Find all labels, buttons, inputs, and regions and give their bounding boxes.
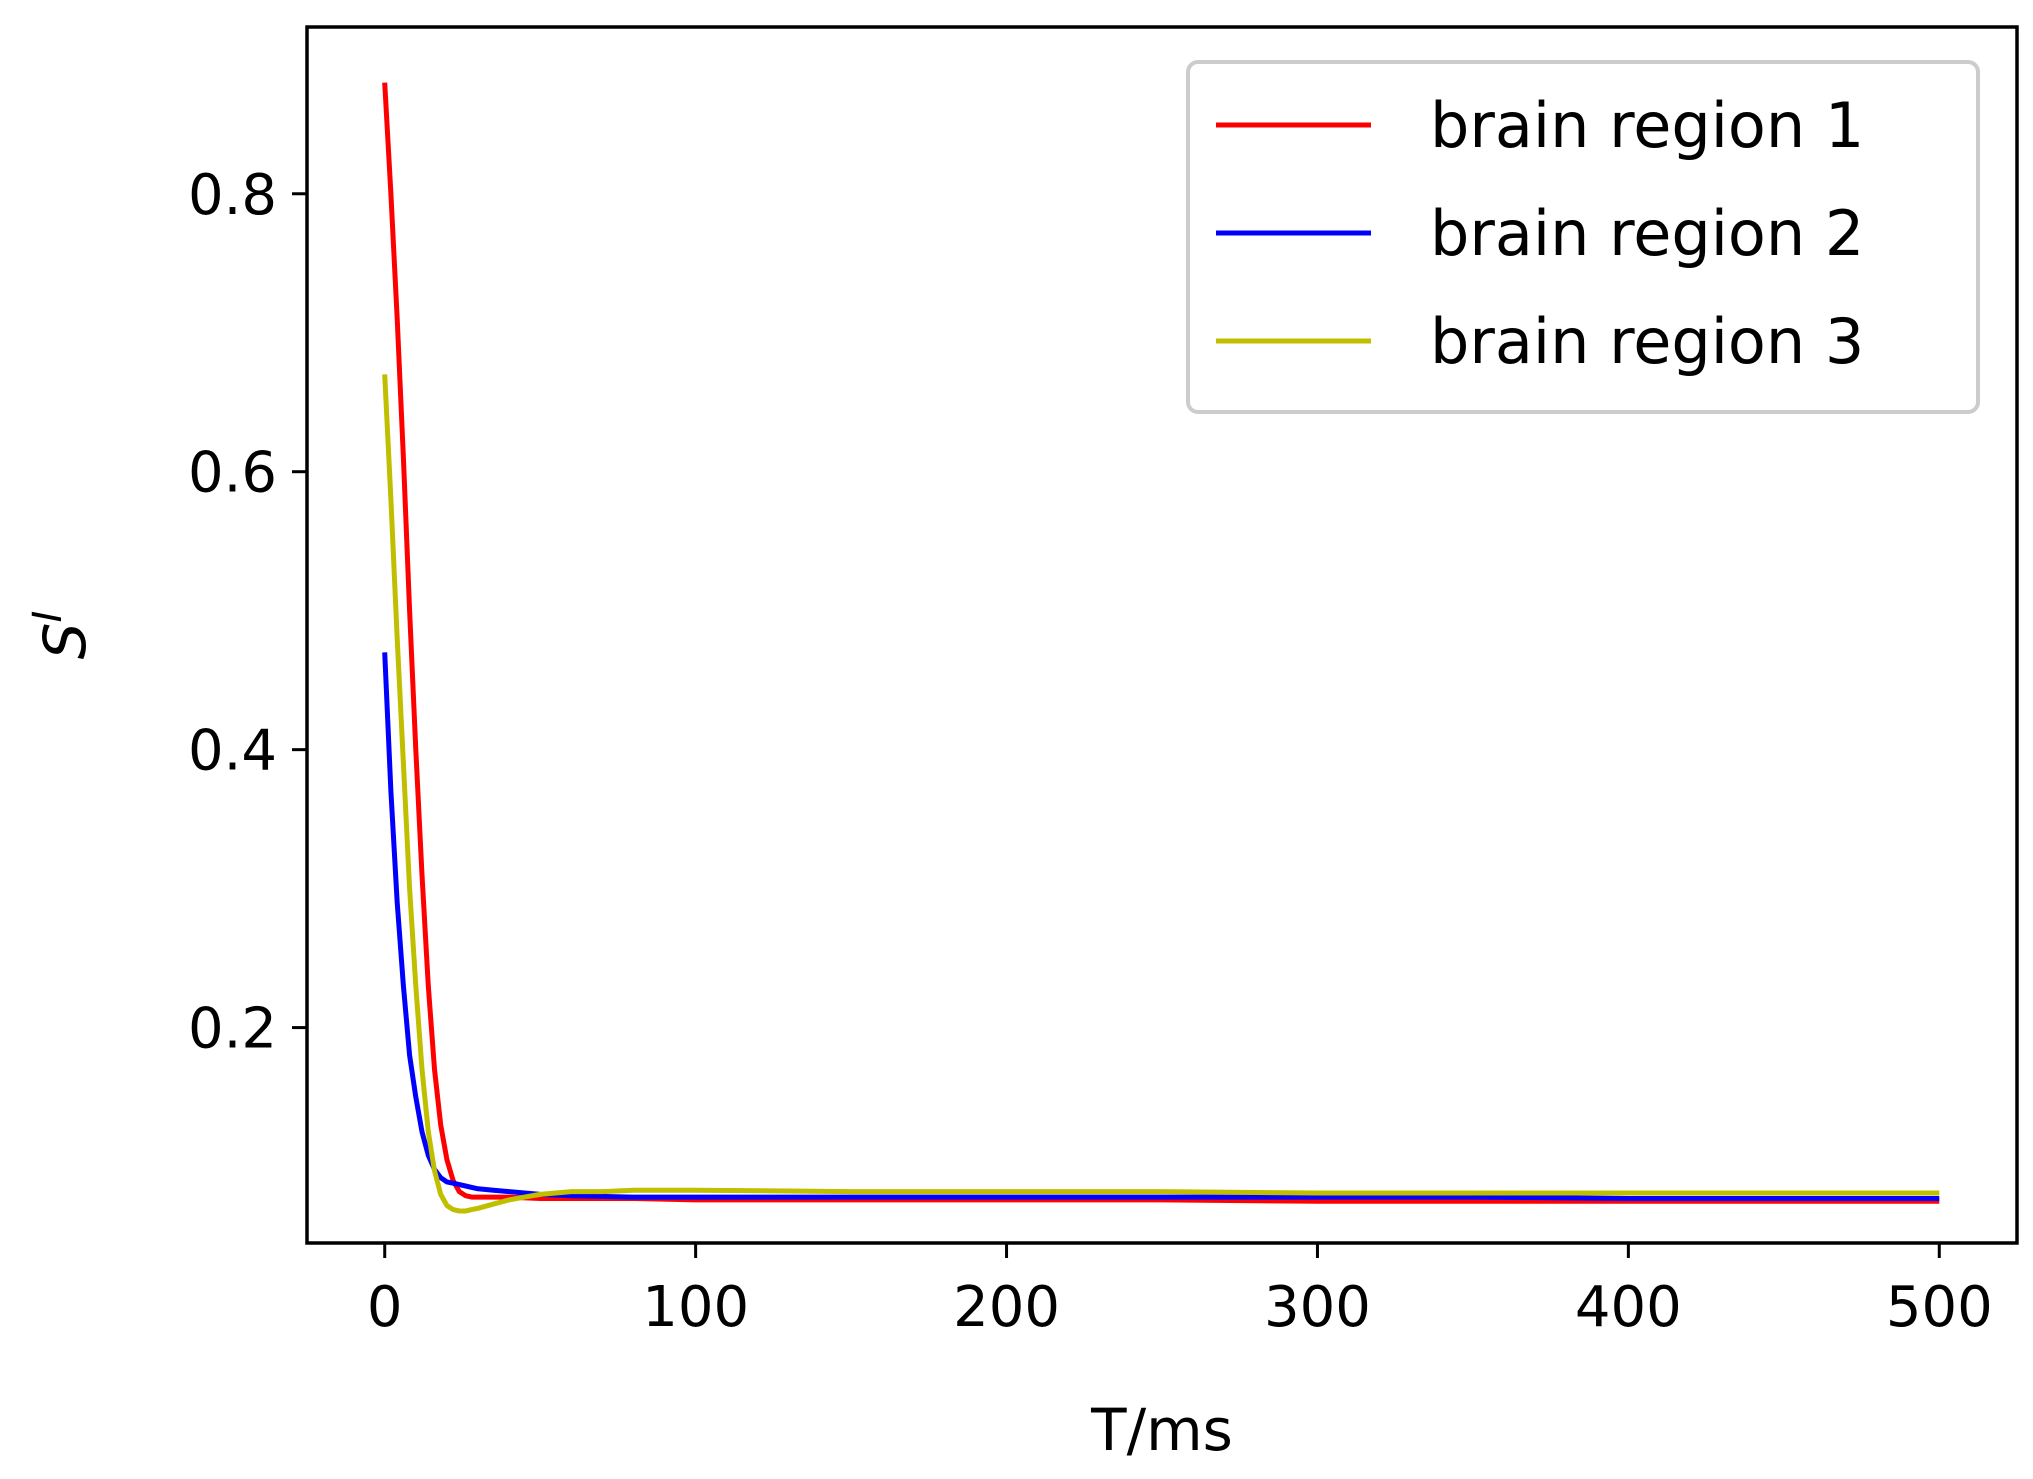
y-tick-label: 0.2 (188, 997, 277, 1062)
y-axis-label-superscript: I (25, 611, 71, 623)
y-tick-label: 0.6 (188, 441, 277, 506)
x-tick-label: 500 (1886, 1275, 1993, 1340)
series-line-3 (382, 374, 1940, 1214)
x-tick-label: 200 (953, 1275, 1060, 1340)
y-tick-label: 0.8 (188, 163, 277, 228)
y-axis-ticks: 0.2 0.4 0.6 0.8 (188, 163, 307, 1062)
x-axis-ticks: 0 100 200 300 400 500 (367, 1243, 1993, 1340)
series-line-1 (382, 82, 1940, 1204)
plot-frame (305, 25, 2019, 1245)
x-tick-label: 100 (642, 1275, 749, 1340)
x-tick-label: 300 (1264, 1275, 1371, 1340)
y-axis-label-base: S (31, 622, 99, 659)
legend-label-1: brain region 1 (1430, 89, 1864, 162)
series-line-2 (382, 652, 1940, 1201)
y-axis-label: SI (25, 611, 99, 660)
x-tick-label: 0 (367, 1275, 403, 1340)
legend-box (1186, 60, 1980, 414)
legend-label-3: brain region 3 (1430, 305, 1864, 378)
series-layer (382, 82, 1940, 1214)
x-axis-label: T/ms (1090, 1396, 1233, 1464)
legend: brain region 1 brain region 2 brain region… (1186, 60, 1980, 414)
y-tick-label: 0.4 (188, 719, 277, 784)
x-tick-label: 400 (1575, 1275, 1682, 1340)
legend-label-2: brain region 2 (1430, 197, 1864, 270)
